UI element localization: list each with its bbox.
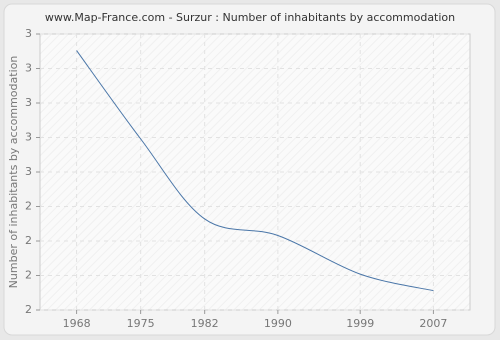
y-tick-label: 2	[25, 200, 32, 213]
x-tick-label: 2007	[419, 317, 447, 330]
x-tick-label: 1968	[63, 317, 91, 330]
y-tick-label: 3	[25, 62, 32, 75]
y-tick-label: 2	[25, 303, 32, 316]
x-tick-label: 1990	[264, 317, 292, 330]
x-tick-label: 1975	[127, 317, 155, 330]
y-tick-label: 2	[25, 234, 32, 247]
chart-title: www.Map-France.com - Surzur : Number of …	[45, 11, 455, 24]
y-tick-label: 3	[25, 27, 32, 40]
y-tick-label: 3	[25, 131, 32, 144]
y-axis-label: Number of inhabitants by accommodation	[7, 56, 20, 289]
y-tick-label: 3	[25, 96, 32, 109]
x-tick-label: 1982	[191, 317, 219, 330]
x-tick-label: 1999	[346, 317, 374, 330]
data-line	[76, 50, 434, 292]
y-tick-label: 3	[25, 165, 32, 178]
y-tick-label: 2	[25, 269, 32, 282]
plot-area	[39, 33, 471, 311]
